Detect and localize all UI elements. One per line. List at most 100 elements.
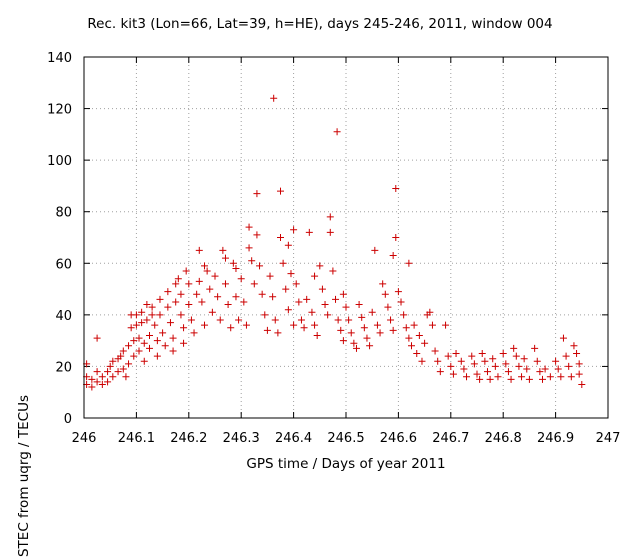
data-point	[463, 373, 471, 381]
y-tick-label: 40	[55, 309, 72, 324]
data-point	[287, 270, 295, 278]
data-point	[520, 355, 528, 363]
data-point	[214, 293, 222, 301]
data-point	[421, 339, 429, 347]
data-point	[206, 285, 214, 293]
data-point	[109, 357, 117, 365]
data-point	[405, 259, 413, 267]
data-point	[392, 234, 400, 241]
data-point	[447, 362, 455, 370]
data-point	[256, 262, 264, 270]
data-point	[481, 357, 489, 365]
data-point	[88, 383, 96, 391]
data-point	[156, 295, 164, 303]
x-tick-label: 246.3	[223, 431, 260, 446]
data-point	[368, 308, 376, 316]
data-point	[185, 301, 193, 309]
data-point	[216, 316, 224, 324]
y-tick-label: 80	[55, 206, 72, 221]
data-point	[489, 355, 497, 363]
data-point	[143, 301, 151, 309]
data-point	[536, 368, 544, 376]
data-point	[518, 373, 526, 381]
data-point	[562, 352, 570, 360]
data-point	[277, 234, 284, 241]
data-point	[347, 329, 355, 337]
data-point	[169, 347, 177, 355]
y-tick-label: 120	[47, 103, 72, 118]
data-point	[389, 326, 397, 334]
data-point	[363, 334, 371, 342]
data-point	[177, 311, 185, 319]
data-point	[449, 370, 457, 378]
data-point	[379, 280, 387, 288]
data-point	[494, 373, 502, 381]
data-point	[106, 362, 114, 370]
data-point	[237, 275, 245, 283]
y-tick-label: 100	[47, 154, 72, 169]
data-point	[483, 368, 491, 376]
data-point	[413, 350, 421, 358]
data-point	[311, 272, 319, 280]
data-point	[122, 373, 130, 381]
data-point	[195, 246, 203, 254]
data-point	[201, 262, 209, 270]
data-point	[326, 228, 334, 236]
data-point	[98, 373, 106, 381]
data-point	[300, 324, 308, 332]
data-point	[140, 339, 148, 347]
data-point	[470, 360, 478, 368]
data-point	[444, 352, 452, 360]
data-point	[491, 362, 499, 370]
data-point	[565, 362, 573, 370]
x-axis-label: GPS time / Days of year 2011	[246, 456, 446, 472]
data-point	[269, 293, 277, 301]
data-point	[117, 352, 125, 360]
data-point	[384, 303, 392, 311]
y-tick-label: 0	[64, 412, 72, 427]
data-point	[195, 277, 203, 285]
data-point	[389, 252, 397, 260]
data-point	[227, 324, 235, 332]
data-point	[428, 321, 436, 329]
data-point	[104, 378, 112, 386]
y-axis-label: STEC from uqrg / TECUs	[16, 394, 32, 557]
data-point	[381, 290, 389, 298]
y-tick-label: 20	[55, 360, 72, 375]
data-point	[402, 324, 410, 332]
data-point	[567, 373, 575, 381]
data-point	[180, 339, 188, 347]
data-point	[525, 375, 533, 383]
data-point	[221, 254, 229, 262]
data-point	[274, 329, 282, 337]
data-point	[135, 347, 143, 355]
data-point	[507, 375, 515, 383]
data-point	[138, 319, 146, 327]
data-point	[153, 352, 161, 360]
data-point	[303, 295, 311, 303]
data-point	[245, 223, 253, 231]
data-point	[321, 301, 329, 309]
data-point	[143, 316, 151, 324]
data-point	[172, 280, 180, 288]
data-point	[510, 344, 518, 352]
data-point	[313, 331, 321, 339]
data-point	[360, 324, 368, 332]
data-point	[258, 290, 266, 298]
data-point	[282, 285, 290, 293]
data-point	[164, 288, 172, 296]
x-tick-label: 246.5	[327, 431, 364, 446]
data-point	[531, 344, 539, 352]
data-point	[277, 187, 284, 195]
data-point	[271, 316, 279, 324]
data-point	[193, 290, 201, 298]
data-point	[329, 267, 337, 275]
data-point	[156, 311, 164, 319]
data-point	[552, 357, 560, 365]
x-tick-label: 246.9	[537, 431, 574, 446]
data-point	[373, 321, 381, 329]
data-point	[345, 316, 353, 324]
data-point	[208, 308, 216, 316]
data-point	[431, 347, 439, 355]
data-point	[387, 316, 395, 324]
